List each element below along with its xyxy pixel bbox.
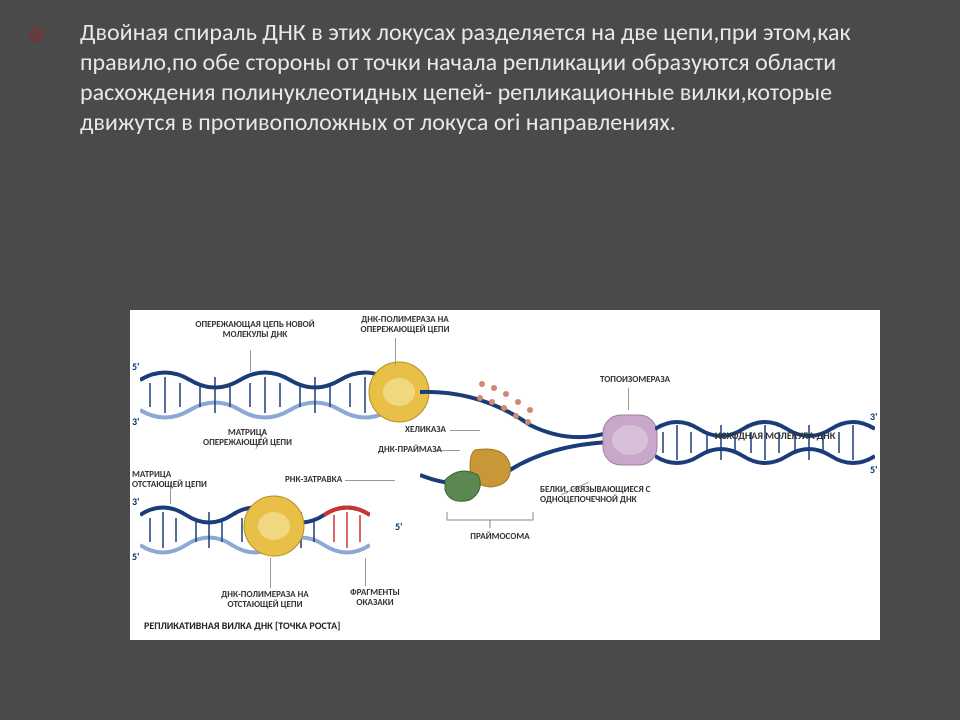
diagram-caption: РЕПЛИКАТИВНАЯ ВИЛКА ДНК [ТОЧКА РОСТА]: [144, 619, 340, 632]
label-lagging-template: МАТРИЦА ОТСТАЮЩЕЙ ЦЕПИ: [132, 470, 207, 490]
label-pol-leading: ДНК-ПОЛИМЕРАЗА НА ОПЕРЕЖАЮЩЕЙ ЦЕПИ: [340, 315, 470, 335]
label-primase: ДНК-ПРАЙМАЗА: [378, 445, 458, 455]
label-pol-lagging: ДНК-ПОЛИМЕРАЗА НА ОТСТАЮЩЕЙ ЦЕПИ: [195, 590, 335, 610]
replication-fork-diagram: 5' 3' 3' 5' 5' 3' 5' ОПЕРЕЖАЮЩАЯ ЦЕПЬ НО…: [130, 310, 880, 640]
label-leading-template: МАТРИЦА ОПЕРЕЖАЮЩЕЙ ЦЕПИ: [200, 428, 295, 448]
upper-helix: [140, 365, 390, 425]
end-3-upper-left: 3': [132, 415, 139, 428]
label-topoisomerase: ТОПОИЗОМЕРАЗА: [585, 375, 685, 385]
line-6: [365, 558, 366, 586]
end-5-okazaki: 5': [395, 520, 402, 533]
main-text: Двойная спираль ДНК в этих локусах разде…: [80, 18, 910, 138]
label-helicase: ХЕЛИКАЗА: [405, 425, 465, 435]
parent-helix: [655, 415, 875, 470]
end-5-parent-bot: 5': [870, 463, 877, 476]
line-11: [628, 388, 629, 410]
label-primosome: ПРАЙМОСОМА: [460, 532, 540, 542]
label-leading-new: ОПЕРЕЖАЮЩАЯ ЦЕПЬ НОВОЙ МОЛЕКУЛЫ ДНК: [190, 320, 320, 340]
end-5-lower-left: 5': [132, 550, 139, 563]
primase: [440, 465, 485, 505]
end-5-upper-left: 5': [132, 360, 139, 373]
primosome-bracket: [445, 510, 535, 530]
bullet-icon: [30, 28, 44, 42]
label-rna-primer: РНК-ЗАТРАВКА: [285, 475, 365, 485]
label-parent: ИСХОДНАЯ МОЛЕКУЛА ДНК: [690, 430, 860, 441]
line-2: [395, 338, 396, 366]
label-okazaki: ФРАГМЕНТЫ ОКАЗАКИ: [335, 588, 415, 608]
line-1: [250, 350, 251, 372]
end-3-parent-top: 3': [870, 410, 877, 423]
line-5: [270, 558, 271, 588]
end-3-lower-left: 3': [132, 495, 139, 508]
slide-container: Двойная спираль ДНК в этих локусах разде…: [0, 0, 960, 720]
polymerase-lagging: [240, 492, 308, 560]
label-ssb: БЕЛКИ, СВЯЗЫВАЮЩИЕСЯ С ОДНОЦЕПОЧЕЧНОЙ ДН…: [540, 485, 680, 505]
